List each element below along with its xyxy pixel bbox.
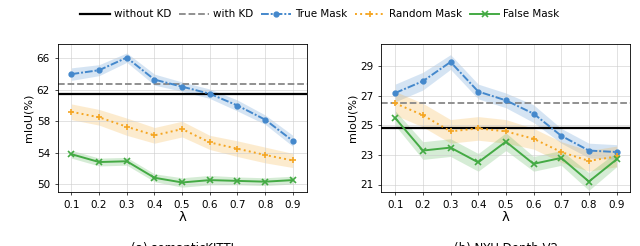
Text: (a) semanticKITTI: (a) semanticKITTI <box>131 242 234 246</box>
Y-axis label: mIoU(%): mIoU(%) <box>348 94 358 142</box>
Legend: without KD, with KD, True Mask, Random Mask, False Mask: without KD, with KD, True Mask, Random M… <box>76 5 564 24</box>
Y-axis label: mIoU(%): mIoU(%) <box>24 94 34 142</box>
X-axis label: λ: λ <box>502 211 510 224</box>
X-axis label: λ: λ <box>178 211 186 224</box>
Text: (b) NYU Depth V2: (b) NYU Depth V2 <box>454 242 558 246</box>
